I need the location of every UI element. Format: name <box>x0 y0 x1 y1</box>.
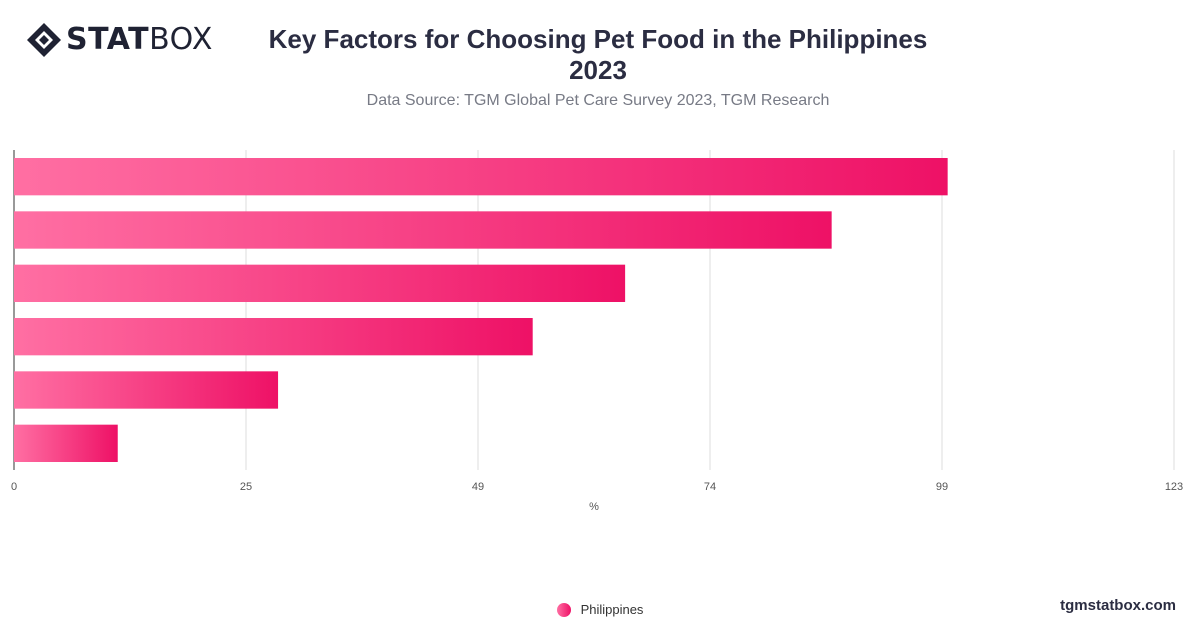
x-tick-label: 25 <box>240 481 252 493</box>
x-tick-label: 123 <box>1165 481 1183 493</box>
brand-logo: STATBOX <box>26 22 213 58</box>
bar <box>14 371 279 409</box>
brand-name-bold: STAT <box>66 22 150 57</box>
x-axis-title: % <box>589 501 599 513</box>
chart-title: Key Factors for Choosing Pet Food in the… <box>240 24 956 86</box>
bar <box>14 264 626 302</box>
legend[interactable]: Philippines <box>0 602 1200 617</box>
chart-subtitle: Data Source: TGM Global Pet Care Survey … <box>366 92 830 109</box>
x-tick-label: 74 <box>704 481 716 493</box>
bar <box>14 424 118 462</box>
legend-label: Philippines <box>580 602 644 617</box>
bar <box>14 318 533 356</box>
chart-title-line2: 2023 <box>569 55 627 85</box>
brand-name-light: BOX <box>149 22 213 57</box>
x-tick-label: 0 <box>11 481 17 493</box>
chart-title-line1: Key Factors for Choosing Pet Food in the… <box>268 24 928 54</box>
watermark: tgmstatbox.com <box>1060 597 1176 614</box>
legend-marker <box>556 602 571 617</box>
brand-wordmark: STATBOX <box>66 22 213 58</box>
bar <box>14 211 832 249</box>
bar <box>14 158 948 196</box>
x-tick-label: 49 <box>472 481 484 493</box>
x-tick-label: 99 <box>936 481 948 493</box>
statbox-diamond-icon <box>27 23 61 57</box>
